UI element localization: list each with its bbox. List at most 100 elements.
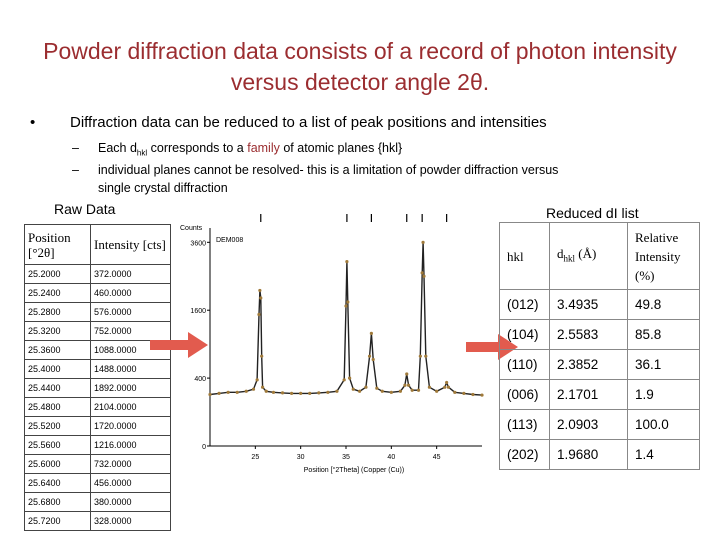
cell-relative-intensity: 1.9 xyxy=(627,379,700,410)
data-point xyxy=(421,240,425,244)
table-row: (113) 2.0903 100.0 xyxy=(499,409,700,440)
y-tick-label: 3600 xyxy=(190,240,206,247)
header-d-spacing: dhkl (Å) xyxy=(549,222,628,290)
sub-bullet-1-text-mid: corresponds to a xyxy=(147,141,248,155)
table-row: 25.3200 752.0000 xyxy=(24,321,171,341)
cell-d-spacing: 1.9680 xyxy=(549,439,628,470)
series-line xyxy=(209,242,483,396)
reduced-list-label: Reduced dI list xyxy=(546,205,639,221)
data-point xyxy=(235,390,239,394)
data-point xyxy=(226,390,230,394)
data-point xyxy=(244,389,248,393)
cell-d-spacing: 2.5583 xyxy=(549,319,628,350)
cell-d-spacing: 3.4935 xyxy=(549,289,628,320)
data-point xyxy=(406,383,411,387)
table-row: 25.2400 460.0000 xyxy=(24,283,171,303)
data-point xyxy=(260,385,265,389)
y-tick-label: 1600 xyxy=(190,308,206,315)
data-point xyxy=(445,380,449,385)
sub-bullet-2-text: individual planes cannot be resolved- th… xyxy=(98,163,559,177)
data-point xyxy=(446,385,451,389)
table-row: 25.5600 1216.0000 xyxy=(24,435,171,455)
cell-relative-intensity: 49.8 xyxy=(627,289,700,320)
dash-icon: – xyxy=(72,141,79,155)
cell-hkl: (104) xyxy=(499,319,550,350)
table-row: 25.6000 732.0000 xyxy=(24,454,171,474)
data-point xyxy=(405,372,409,376)
sub-bullet-1-text-end: of atomic planes {hkl} xyxy=(279,141,403,155)
data-point xyxy=(258,288,262,293)
y-tick-label: 400 xyxy=(194,376,206,383)
y-tick-label: 0 xyxy=(202,444,206,451)
cell-position: 25.4800 xyxy=(24,397,91,417)
table-row: (110) 2.3852 36.1 xyxy=(499,349,700,380)
cell-position: 25.7200 xyxy=(24,511,91,531)
header-d-subscript: hkl xyxy=(563,253,576,264)
x-tick-label: 30 xyxy=(297,454,305,461)
data-point xyxy=(317,391,321,395)
data-point xyxy=(418,354,422,358)
sub-bullet-1-text: Each d xyxy=(98,141,137,155)
data-point xyxy=(403,383,407,387)
data-point xyxy=(345,260,349,264)
data-point xyxy=(435,389,439,393)
cell-intensity: 732.0000 xyxy=(90,454,171,474)
data-point xyxy=(342,378,346,382)
cell-position: 25.2800 xyxy=(24,302,91,322)
cell-hkl: (113) xyxy=(499,409,550,440)
data-point xyxy=(344,304,348,308)
raw-data-label: Raw Data xyxy=(54,201,116,217)
bullet-dot-icon: • xyxy=(30,114,36,131)
cell-intensity: 456.0000 xyxy=(90,473,171,493)
cell-position: 25.4400 xyxy=(24,378,91,398)
cell-intensity: 1216.0000 xyxy=(90,435,171,455)
sample-label: DEM008 xyxy=(216,237,243,244)
data-point xyxy=(375,386,379,390)
cell-intensity: 1488.0000 xyxy=(90,359,171,379)
family-highlight: family xyxy=(247,141,280,155)
cell-hkl: (006) xyxy=(499,379,550,410)
cell-d-spacing: 2.1701 xyxy=(549,379,628,410)
raw-data-table: Position [°2θ] Intensity [cts] 25.2000 37… xyxy=(24,224,171,531)
dash-icon: – xyxy=(72,163,79,177)
cell-hkl: (012) xyxy=(499,289,550,320)
data-point xyxy=(299,391,303,396)
table-row: 25.4400 1892.0000 xyxy=(24,378,171,398)
data-point xyxy=(260,354,264,358)
data-point xyxy=(257,312,261,317)
data-point xyxy=(380,389,384,393)
data-point xyxy=(308,391,312,396)
cell-position: 25.5600 xyxy=(24,435,91,455)
table-row: 25.2000 372.0000 xyxy=(24,264,171,284)
cell-relative-intensity: 1.4 xyxy=(627,439,700,470)
cell-hkl: (202) xyxy=(499,439,550,470)
data-point xyxy=(351,387,355,391)
data-point xyxy=(462,391,466,396)
cell-relative-intensity: 85.8 xyxy=(627,319,700,350)
table-row: (104) 2.5583 85.8 xyxy=(499,319,700,350)
sub-bullet-2: – individual planes cannot be resolved- t… xyxy=(72,163,558,177)
cell-d-spacing: 2.0903 xyxy=(549,409,628,440)
data-point xyxy=(358,389,362,393)
x-axis-label: Position [°2Theta] (Copper (Cu)) xyxy=(304,466,404,474)
data-point xyxy=(422,274,426,278)
x-tick-label: 45 xyxy=(433,454,441,461)
y-axis-label: Counts xyxy=(180,225,203,232)
data-point xyxy=(280,391,285,395)
cell-position: 25.5200 xyxy=(24,416,91,436)
header-d-unit: (Å) xyxy=(575,245,597,261)
x-tick-label: 35 xyxy=(342,454,350,461)
cell-hkl: (110) xyxy=(499,349,550,380)
table-row: 25.4800 2104.0000 xyxy=(24,397,171,417)
data-point xyxy=(416,388,421,392)
x-tick-label: 25 xyxy=(251,454,259,461)
table-row: (012) 3.4935 49.8 xyxy=(499,289,700,320)
data-point xyxy=(367,354,372,358)
data-point xyxy=(480,393,484,397)
cell-relative-intensity: 36.1 xyxy=(627,349,700,380)
table-row: (006) 2.1701 1.9 xyxy=(499,379,700,410)
cell-position: 25.3200 xyxy=(24,321,91,341)
cell-position: 25.6000 xyxy=(24,454,91,474)
cell-position: 25.4000 xyxy=(24,359,91,379)
data-point xyxy=(443,385,447,389)
